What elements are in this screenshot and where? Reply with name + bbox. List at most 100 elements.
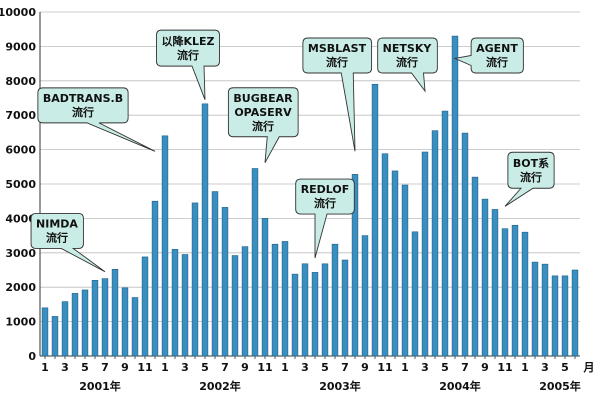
annotation-text: 流行 — [177, 48, 199, 62]
bar — [391, 170, 399, 357]
bar — [131, 297, 139, 357]
x-tick-label: 7 — [101, 361, 109, 374]
bar — [301, 263, 309, 357]
bar — [221, 207, 229, 357]
x-axis: 1 3 5 7 9 11 1 3 5 7 9 11 1 3 5 7 9 11 1 3 5 7 9 11 1 3 5 — [41, 356, 576, 374]
y-tick-label: 6000 — [5, 144, 36, 157]
bar — [291, 273, 299, 357]
x-axis-unit-label: 月 — [583, 361, 595, 374]
annotation-text: 流行 — [314, 196, 336, 210]
x-tick-label: 5 — [201, 361, 209, 374]
bar — [531, 261, 539, 357]
x-tick-label: 9 — [361, 361, 369, 374]
y-axis: 0 1000 2000 3000 4000 5000 6000 7000 8000 9000 100… — [0, 6, 580, 363]
x-tick-label: 11 — [137, 361, 152, 374]
bar — [201, 103, 209, 357]
annotation-text: NIMDA — [36, 217, 78, 230]
bar — [281, 241, 289, 357]
y-tick-label: 2000 — [5, 281, 36, 294]
year-label: 2002年 — [199, 379, 241, 393]
annotation-text: 流行 — [396, 55, 418, 69]
bar — [421, 151, 429, 357]
annotation-text: AGENT — [476, 42, 518, 55]
year-labels: 2001年 2002年 2003年 2004年 2005年 — [79, 379, 581, 393]
annotations: NIMDA流行BADTRANS.B流行以降KLEZ流行BUGBEAROPASER… — [30, 29, 555, 273]
bar — [111, 269, 119, 357]
x-tick-label: 3 — [541, 361, 549, 374]
bar — [151, 200, 159, 357]
annotation-bubble — [453, 37, 524, 74]
x-tick-label: 3 — [61, 361, 69, 374]
x-tick-label: 1 — [521, 361, 529, 374]
x-tick-label: 7 — [461, 361, 469, 374]
bar — [521, 231, 529, 357]
annotation-text: BOT系 — [513, 156, 549, 170]
bar — [401, 184, 409, 357]
annotation-bubble — [504, 151, 555, 207]
x-tick-label: 7 — [221, 361, 229, 374]
bar — [171, 249, 179, 357]
annotation-text: 流行 — [252, 119, 274, 133]
bar — [471, 176, 479, 357]
year-label: 2004年 — [439, 379, 481, 393]
bar — [461, 132, 469, 357]
bar — [491, 209, 499, 357]
y-tick-label: 5000 — [5, 178, 36, 191]
year-label: 2005年 — [539, 379, 581, 393]
annotation-bubble — [295, 178, 355, 259]
bar — [331, 243, 339, 357]
y-tick-label: 8000 — [5, 75, 36, 88]
x-tick-label: 11 — [497, 361, 512, 374]
annotation-bubble — [377, 37, 438, 93]
bar — [411, 231, 419, 357]
bar — [101, 278, 109, 357]
x-tick-label: 11 — [257, 361, 272, 374]
y-tick-label: 0 — [28, 350, 36, 363]
annotation-text: BUGBEAR — [233, 92, 293, 105]
y-tick-label: 3000 — [5, 247, 36, 260]
x-tick-label: 3 — [421, 361, 429, 374]
bar — [451, 35, 459, 357]
x-tick-label: 11 — [377, 361, 392, 374]
bar — [71, 293, 79, 357]
x-tick-label: 1 — [281, 361, 289, 374]
x-tick-label: 7 — [341, 361, 349, 374]
bar — [381, 153, 389, 357]
bar — [41, 307, 49, 357]
annotation-text: REDLOF — [301, 183, 350, 196]
bar — [141, 256, 149, 357]
bar — [121, 287, 129, 357]
bar — [81, 289, 89, 357]
x-tick-label: 5 — [81, 361, 89, 374]
x-tick-label: 1 — [41, 361, 49, 374]
x-tick-label: 1 — [161, 361, 169, 374]
bar — [231, 255, 239, 357]
bar — [191, 202, 199, 357]
y-tick-label: 4000 — [5, 212, 36, 225]
annotation-text: 流行 — [46, 230, 68, 244]
bar — [431, 130, 439, 357]
y-tick-label: 1000 — [5, 316, 36, 329]
bar — [571, 269, 579, 357]
annotation-text: 流行 — [72, 105, 94, 119]
x-tick-label: 1 — [401, 361, 409, 374]
annotation-bubble — [156, 29, 220, 100]
bar — [51, 316, 59, 357]
bar — [321, 263, 329, 357]
bar — [61, 301, 69, 357]
bar — [271, 243, 279, 357]
bar — [311, 272, 319, 357]
year-label: 2001年 — [79, 379, 121, 393]
bar — [261, 218, 269, 357]
bar — [361, 235, 369, 357]
annotation-text: 流行 — [486, 55, 508, 69]
annotation-text: 流行 — [326, 55, 348, 69]
